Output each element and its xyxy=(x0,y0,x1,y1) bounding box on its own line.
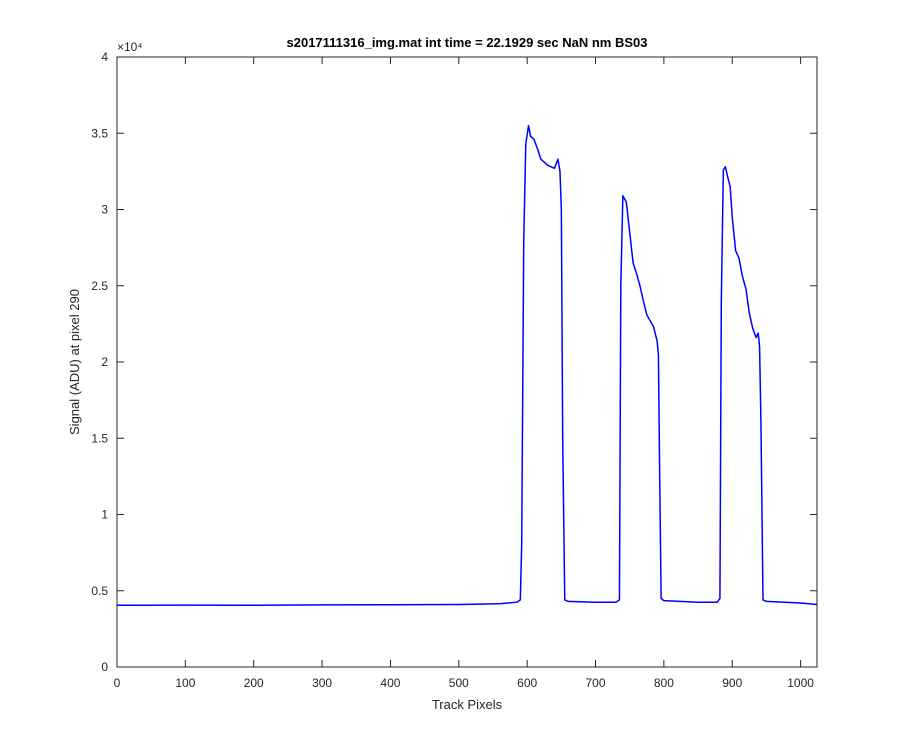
y-tick-label: 3.5 xyxy=(91,126,108,140)
y-tick-label: 1 xyxy=(101,508,108,522)
x-tick-label: 400 xyxy=(380,676,400,690)
y-tick-label: 0.5 xyxy=(91,584,108,598)
y-tick-label: 4 xyxy=(101,50,108,64)
x-axis-ticks: 0 100 200 300 400 500 600 700 800 900 1000 xyxy=(114,57,814,690)
x-tick-label: 500 xyxy=(449,676,469,690)
x-tick-label: 100 xyxy=(175,676,195,690)
chart-title: s2017111316_img.mat int time = 22.1929 s… xyxy=(287,35,648,50)
x-tick-label: 200 xyxy=(244,676,264,690)
y-tick-label: 0 xyxy=(101,660,108,674)
x-axis-label: Track Pixels xyxy=(432,697,503,712)
y-tick-label: 3 xyxy=(101,203,108,217)
x-tick-label: 300 xyxy=(312,676,332,690)
signal-series-line xyxy=(116,124,818,606)
x-tick-label: 700 xyxy=(586,676,606,690)
y-axis-ticks: 0 0.5 1 1.5 2 2.5 3 3.5 4 xyxy=(91,50,817,674)
y-tick-label: 2.5 xyxy=(91,279,108,293)
plot-area xyxy=(116,56,818,668)
x-tick-label: 800 xyxy=(654,676,674,690)
x-tick-label: 600 xyxy=(517,676,537,690)
y-axis-exponent-label: ×10⁴ xyxy=(117,40,143,54)
x-tick-label: 1000 xyxy=(787,676,814,690)
x-tick-label: 0 xyxy=(114,676,121,690)
y-axis-label: Signal (ADU) at pixel 290 xyxy=(67,289,82,435)
y-tick-label: 1.5 xyxy=(91,431,108,445)
y-tick-label: 2 xyxy=(101,355,108,369)
x-tick-label: 900 xyxy=(722,676,742,690)
